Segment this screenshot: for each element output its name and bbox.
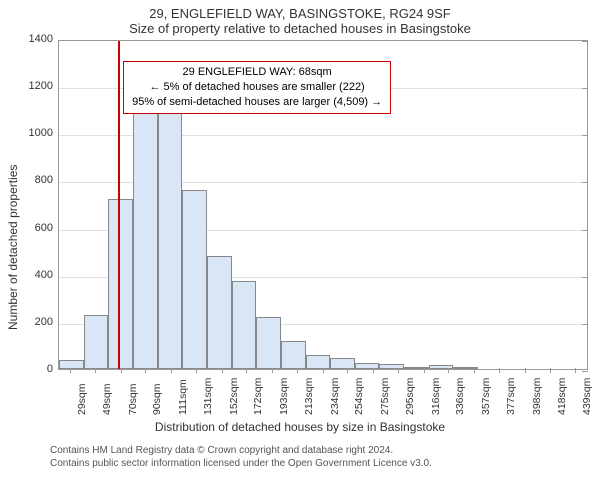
x-tick-label: 90sqm <box>149 383 163 415</box>
x-tick-area: 29sqm 49sqm 70sqm 90sqm 111sqm 131sqm 152sqm 17… <box>59 369 587 419</box>
x-tick-label: 377sqm <box>503 378 517 415</box>
plot-area: 020040060080010001200140029 ENGLEFIELD W… <box>59 41 587 369</box>
main-title: 29, ENGLEFIELD WAY, BASINGSTOKE, RG24 9S… <box>0 0 600 21</box>
x-tick-mark <box>525 368 526 373</box>
y-tick-label: 0 <box>47 363 59 375</box>
x-tick-label: 316sqm <box>428 378 442 415</box>
x-tick-mark <box>297 368 298 373</box>
x-tick-label: 70sqm <box>125 383 139 415</box>
x-tick-label: 172sqm <box>250 378 264 415</box>
x-tick-mark <box>550 368 551 373</box>
x-tick-mark <box>246 368 247 373</box>
y-tick-label: 600 <box>35 222 59 234</box>
y-tick-mark <box>582 230 588 231</box>
x-tick-mark <box>272 368 273 373</box>
x-tick-label: 152sqm <box>226 378 240 415</box>
attribution-footer: Contains HM Land Registry data © Crown c… <box>0 434 600 476</box>
x-tick-mark <box>121 368 122 373</box>
x-tick-label: 29sqm <box>74 383 88 415</box>
x-tick-mark <box>499 368 500 373</box>
y-tick-mark <box>582 41 588 42</box>
x-tick-mark <box>171 368 172 373</box>
histogram-bar <box>59 360 84 369</box>
footer-line: Contains public sector information licen… <box>50 457 584 470</box>
x-tick-label: 357sqm <box>478 378 492 415</box>
x-tick-label: 234sqm <box>327 378 341 415</box>
x-tick-label: 131sqm <box>200 378 214 415</box>
y-tick-label: 200 <box>35 316 59 328</box>
histogram-bar <box>133 110 158 369</box>
x-tick-mark <box>196 368 197 373</box>
x-tick-mark <box>373 368 374 373</box>
histogram-chart: 020040060080010001200140029 ENGLEFIELD W… <box>58 40 588 370</box>
x-tick-label: 439sqm <box>579 378 593 415</box>
x-tick-mark <box>424 368 425 373</box>
footer-line: Contains HM Land Registry data © Crown c… <box>50 444 584 457</box>
x-tick-label: 336sqm <box>452 378 466 415</box>
x-tick-mark <box>323 368 324 373</box>
x-tick-mark <box>474 368 475 373</box>
reference-line <box>118 41 120 369</box>
annotation-line: 29 ENGLEFIELD WAY: 68sqm <box>132 65 382 80</box>
x-tick-mark <box>347 368 348 373</box>
y-tick-label: 400 <box>35 269 59 281</box>
x-tick-label: 275sqm <box>377 378 391 415</box>
x-tick-label: 398sqm <box>529 378 543 415</box>
x-axis-title: Distribution of detached houses by size … <box>0 420 600 434</box>
y-tick-mark <box>582 277 588 278</box>
histogram-bar <box>306 355 331 369</box>
title-block: 29, ENGLEFIELD WAY, BASINGSTOKE, RG24 9S… <box>0 0 600 40</box>
x-tick-label: 111sqm <box>175 379 189 415</box>
annotation-line: ← 5% of detached houses are smaller (222… <box>132 80 382 95</box>
histogram-bar <box>232 281 257 369</box>
x-tick-mark <box>448 368 449 373</box>
sub-title: Size of property relative to detached ho… <box>0 21 600 40</box>
x-tick-mark <box>398 368 399 373</box>
x-tick-label: 295sqm <box>402 378 416 415</box>
histogram-bar <box>330 358 355 369</box>
y-axis-title: Number of detached properties <box>6 165 20 330</box>
figure-container: 29, ENGLEFIELD WAY, BASINGSTOKE, RG24 9S… <box>0 0 600 476</box>
x-tick-mark <box>95 368 96 373</box>
y-tick-label: 800 <box>35 174 59 186</box>
y-tick-mark <box>582 135 588 136</box>
y-tick-mark <box>582 88 588 89</box>
annotation-box: 29 ENGLEFIELD WAY: 68sqm← 5% of detached… <box>123 61 391 114</box>
y-tick-mark <box>582 324 588 325</box>
x-tick-label: 193sqm <box>276 378 290 415</box>
y-tick-label: 1400 <box>29 33 59 45</box>
annotation-line: 95% of semi-detached houses are larger (… <box>132 95 382 110</box>
histogram-bar <box>84 315 109 369</box>
histogram-bar <box>281 341 306 369</box>
y-tick-label: 1000 <box>29 127 59 139</box>
histogram-bar <box>207 256 232 369</box>
y-tick-label: 1200 <box>29 80 59 92</box>
histogram-bar <box>158 105 183 369</box>
x-tick-label: 213sqm <box>301 378 315 415</box>
x-tick-mark <box>575 368 576 373</box>
x-tick-label: 49sqm <box>99 383 113 415</box>
x-tick-label: 418sqm <box>554 378 568 415</box>
histogram-bar <box>182 190 207 369</box>
x-tick-mark <box>70 368 71 373</box>
x-tick-mark <box>145 368 146 373</box>
x-tick-mark <box>222 368 223 373</box>
histogram-bar <box>256 317 281 369</box>
x-tick-label: 254sqm <box>351 378 365 415</box>
histogram-bar <box>108 199 133 369</box>
y-tick-mark <box>582 182 588 183</box>
